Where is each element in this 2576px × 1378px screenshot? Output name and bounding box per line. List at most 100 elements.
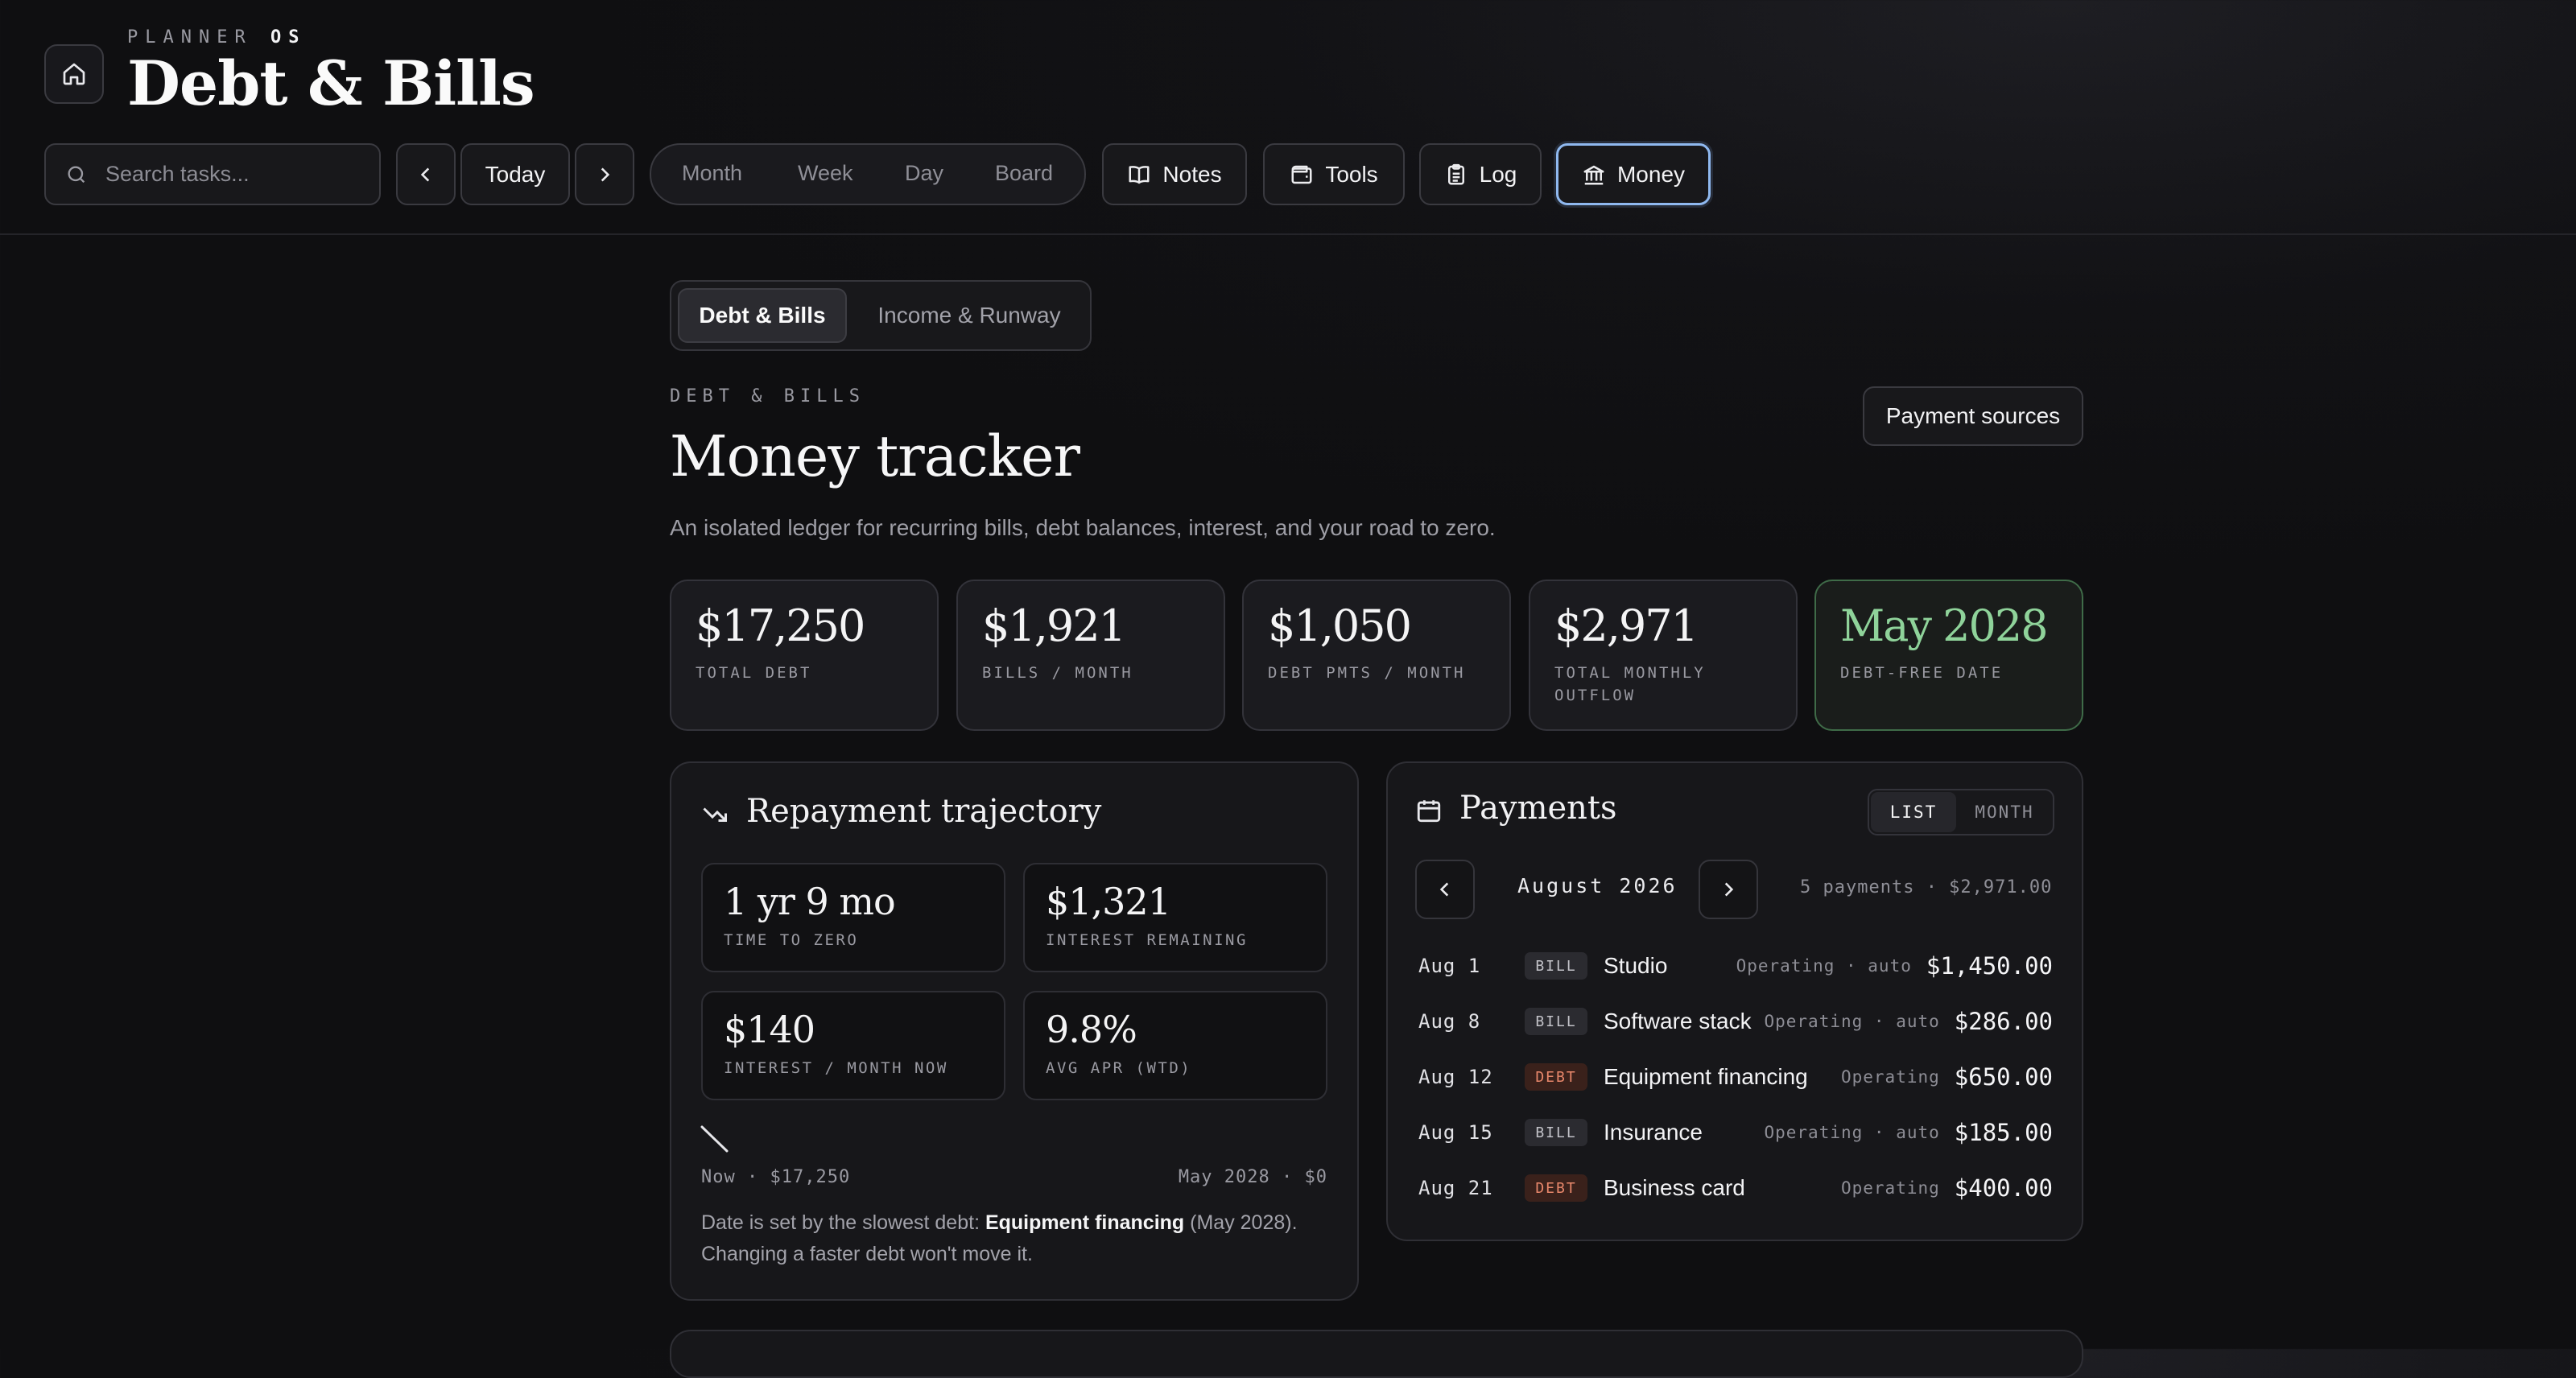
current-month-label: August 2026 — [1517, 874, 1678, 897]
next-month-button[interactable] — [1699, 860, 1758, 919]
prev-month-button[interactable] — [1415, 860, 1475, 919]
stat-label: TOTAL DEBT — [696, 664, 812, 683]
payment-source: Operating · auto — [1736, 956, 1912, 976]
payment-date: Aug 8 — [1418, 1010, 1481, 1033]
search-input[interactable] — [104, 161, 365, 188]
home-button[interactable] — [44, 44, 104, 104]
payment-source: Operating · auto — [1764, 1123, 1940, 1142]
view-list-toggle[interactable]: LIST — [1871, 792, 1956, 832]
stat-debt-payments: $1,050 DEBT PMTS / MONTH — [1242, 580, 1511, 731]
note-slowest-debt: Equipment financing — [985, 1211, 1185, 1234]
stat-value: $1,050 — [1268, 600, 1412, 651]
payments-title: Payments — [1459, 790, 1617, 827]
brand-prefix: PLANNER — [127, 27, 253, 47]
notes-button[interactable]: Notes — [1102, 143, 1247, 205]
page-title: Money tracker — [670, 423, 1080, 489]
metric-value: 1 yr 9 mo — [724, 880, 896, 923]
chevron-left-icon — [1439, 882, 1449, 897]
payment-name: Equipment financing — [1604, 1064, 1808, 1089]
payment-type-badge: DEBT — [1525, 1174, 1587, 1202]
view-board[interactable]: Board — [995, 161, 1054, 185]
today-button[interactable]: Today — [460, 143, 570, 205]
metric-interest-month: $140 INTEREST / MONTH NOW — [701, 991, 1005, 1100]
payment-date: Aug 15 — [1418, 1121, 1493, 1144]
metric-label: TIME TO ZERO — [724, 930, 859, 949]
view-month-toggle[interactable]: MONTH — [1975, 802, 2034, 822]
search-box[interactable] — [44, 143, 381, 205]
stat-total-debt: $17,250 TOTAL DEBT — [670, 580, 939, 731]
trajectory-end-caption: May 2028 · $0 — [1178, 1167, 1327, 1187]
view-week[interactable]: Week — [798, 161, 853, 185]
payment-name: Insurance — [1604, 1120, 1703, 1145]
stat-value: $1,921 — [982, 600, 1126, 651]
payment-amount: $400.00 — [1954, 1174, 2053, 1202]
notes-label: Notes — [1162, 161, 1222, 187]
chevron-right-icon — [601, 167, 610, 182]
metric-label: INTEREST / MONTH NOW — [724, 1058, 948, 1077]
payment-row[interactable]: Aug 1 BILL Studio Operating · auto $1,45… — [1418, 947, 2053, 984]
trending-down-icon — [703, 807, 727, 822]
stat-label: BILLS / MONTH — [982, 664, 1133, 683]
metric-value: 9.8% — [1046, 1008, 1137, 1051]
payment-row[interactable]: Aug 12 DEBT Equipment financing Operatin… — [1418, 1058, 2053, 1095]
log-button[interactable]: Log — [1419, 143, 1542, 205]
stat-label: DEBT-FREE DATE — [1840, 664, 2004, 683]
next-section-panel — [670, 1330, 2083, 1378]
log-label: Log — [1479, 161, 1517, 187]
money-label: Money — [1616, 161, 1686, 187]
payment-source: Operating — [1840, 1178, 1940, 1198]
payment-row[interactable]: Aug 21 DEBT Business card Operating $400… — [1418, 1170, 2053, 1207]
payments-summary: 5 payments · $2,971.00 — [1800, 877, 2053, 897]
payment-row[interactable]: Aug 15 BILL Insurance Operating · auto $… — [1418, 1114, 2053, 1151]
payment-amount: $650.00 — [1954, 1063, 2053, 1091]
brand-label: PLANNER OS — [127, 27, 306, 47]
stat-label: DEBT PMTS / MONTH — [1268, 664, 1466, 683]
trajectory-start-caption: Now · $17,250 — [701, 1167, 851, 1187]
payment-amount: $185.00 — [1954, 1119, 2053, 1146]
next-period-button[interactable] — [575, 143, 634, 205]
trajectory-sparkline — [700, 1125, 729, 1153]
stat-debt-free-date: May 2028 DEBT-FREE DATE — [1814, 580, 2083, 731]
stat-value: $17,250 — [696, 600, 865, 651]
app-title: Debt & Bills — [127, 47, 535, 119]
view-switcher: Month Week Day Board — [650, 143, 1086, 205]
tools-label: Tools — [1325, 161, 1378, 187]
chevron-right-icon — [1724, 882, 1734, 897]
payment-type-badge: DEBT — [1525, 1063, 1587, 1091]
payment-row[interactable]: Aug 8 BILL Software stack Operating · au… — [1418, 1003, 2053, 1040]
payment-amount: $1,450.00 — [1926, 952, 2053, 980]
prev-period-button[interactable] — [396, 143, 456, 205]
tools-button[interactable]: Tools — [1263, 143, 1405, 205]
metric-time-to-zero: 1 yr 9 mo TIME TO ZERO — [701, 863, 1005, 972]
search-icon — [68, 166, 85, 183]
payment-name: Software stack — [1604, 1009, 1752, 1034]
metric-label: AVG APR (WTD) — [1046, 1058, 1192, 1077]
note-suffix: (May 2028). Changing a faster debt won't… — [701, 1211, 1298, 1265]
chevron-left-icon — [420, 167, 430, 182]
tab-income-runway[interactable]: Income & Runway — [877, 303, 1061, 328]
view-month[interactable]: Month — [682, 161, 743, 185]
metric-value: $1,321 — [1046, 880, 1171, 923]
payment-date: Aug 21 — [1418, 1177, 1493, 1199]
stat-value: May 2028 — [1840, 600, 2049, 651]
payment-source: Operating — [1840, 1067, 1940, 1087]
payment-type-badge: BILL — [1525, 952, 1587, 980]
metric-avg-apr: 9.8% AVG APR (WTD) — [1023, 991, 1327, 1100]
payments-panel — [1386, 761, 2083, 1241]
money-button[interactable]: Money — [1556, 143, 1711, 205]
tab-debt-bills[interactable]: Debt & Bills — [678, 288, 847, 343]
calendar-icon — [1417, 800, 1441, 823]
payment-type-badge: BILL — [1525, 1119, 1587, 1146]
metric-value: $140 — [724, 1008, 815, 1051]
payment-name: Business card — [1604, 1175, 1745, 1200]
note-prefix: Date is set by the slowest debt: — [701, 1211, 985, 1234]
clipboard-icon — [1447, 163, 1464, 184]
view-day[interactable]: Day — [905, 161, 944, 185]
payment-sources-button[interactable]: Payment sources — [1863, 386, 2083, 446]
home-icon — [63, 63, 85, 85]
payment-type-badge: BILL — [1525, 1008, 1587, 1035]
page-description: An isolated ledger for recurring bills, … — [670, 515, 1496, 540]
wallet-icon — [1291, 165, 1312, 184]
stat-monthly-outflow: $2,971 TOTAL MONTHLY OUTFLOW — [1529, 580, 1798, 731]
trajectory-note: Date is set by the slowest debt: Equipme… — [701, 1207, 1345, 1270]
